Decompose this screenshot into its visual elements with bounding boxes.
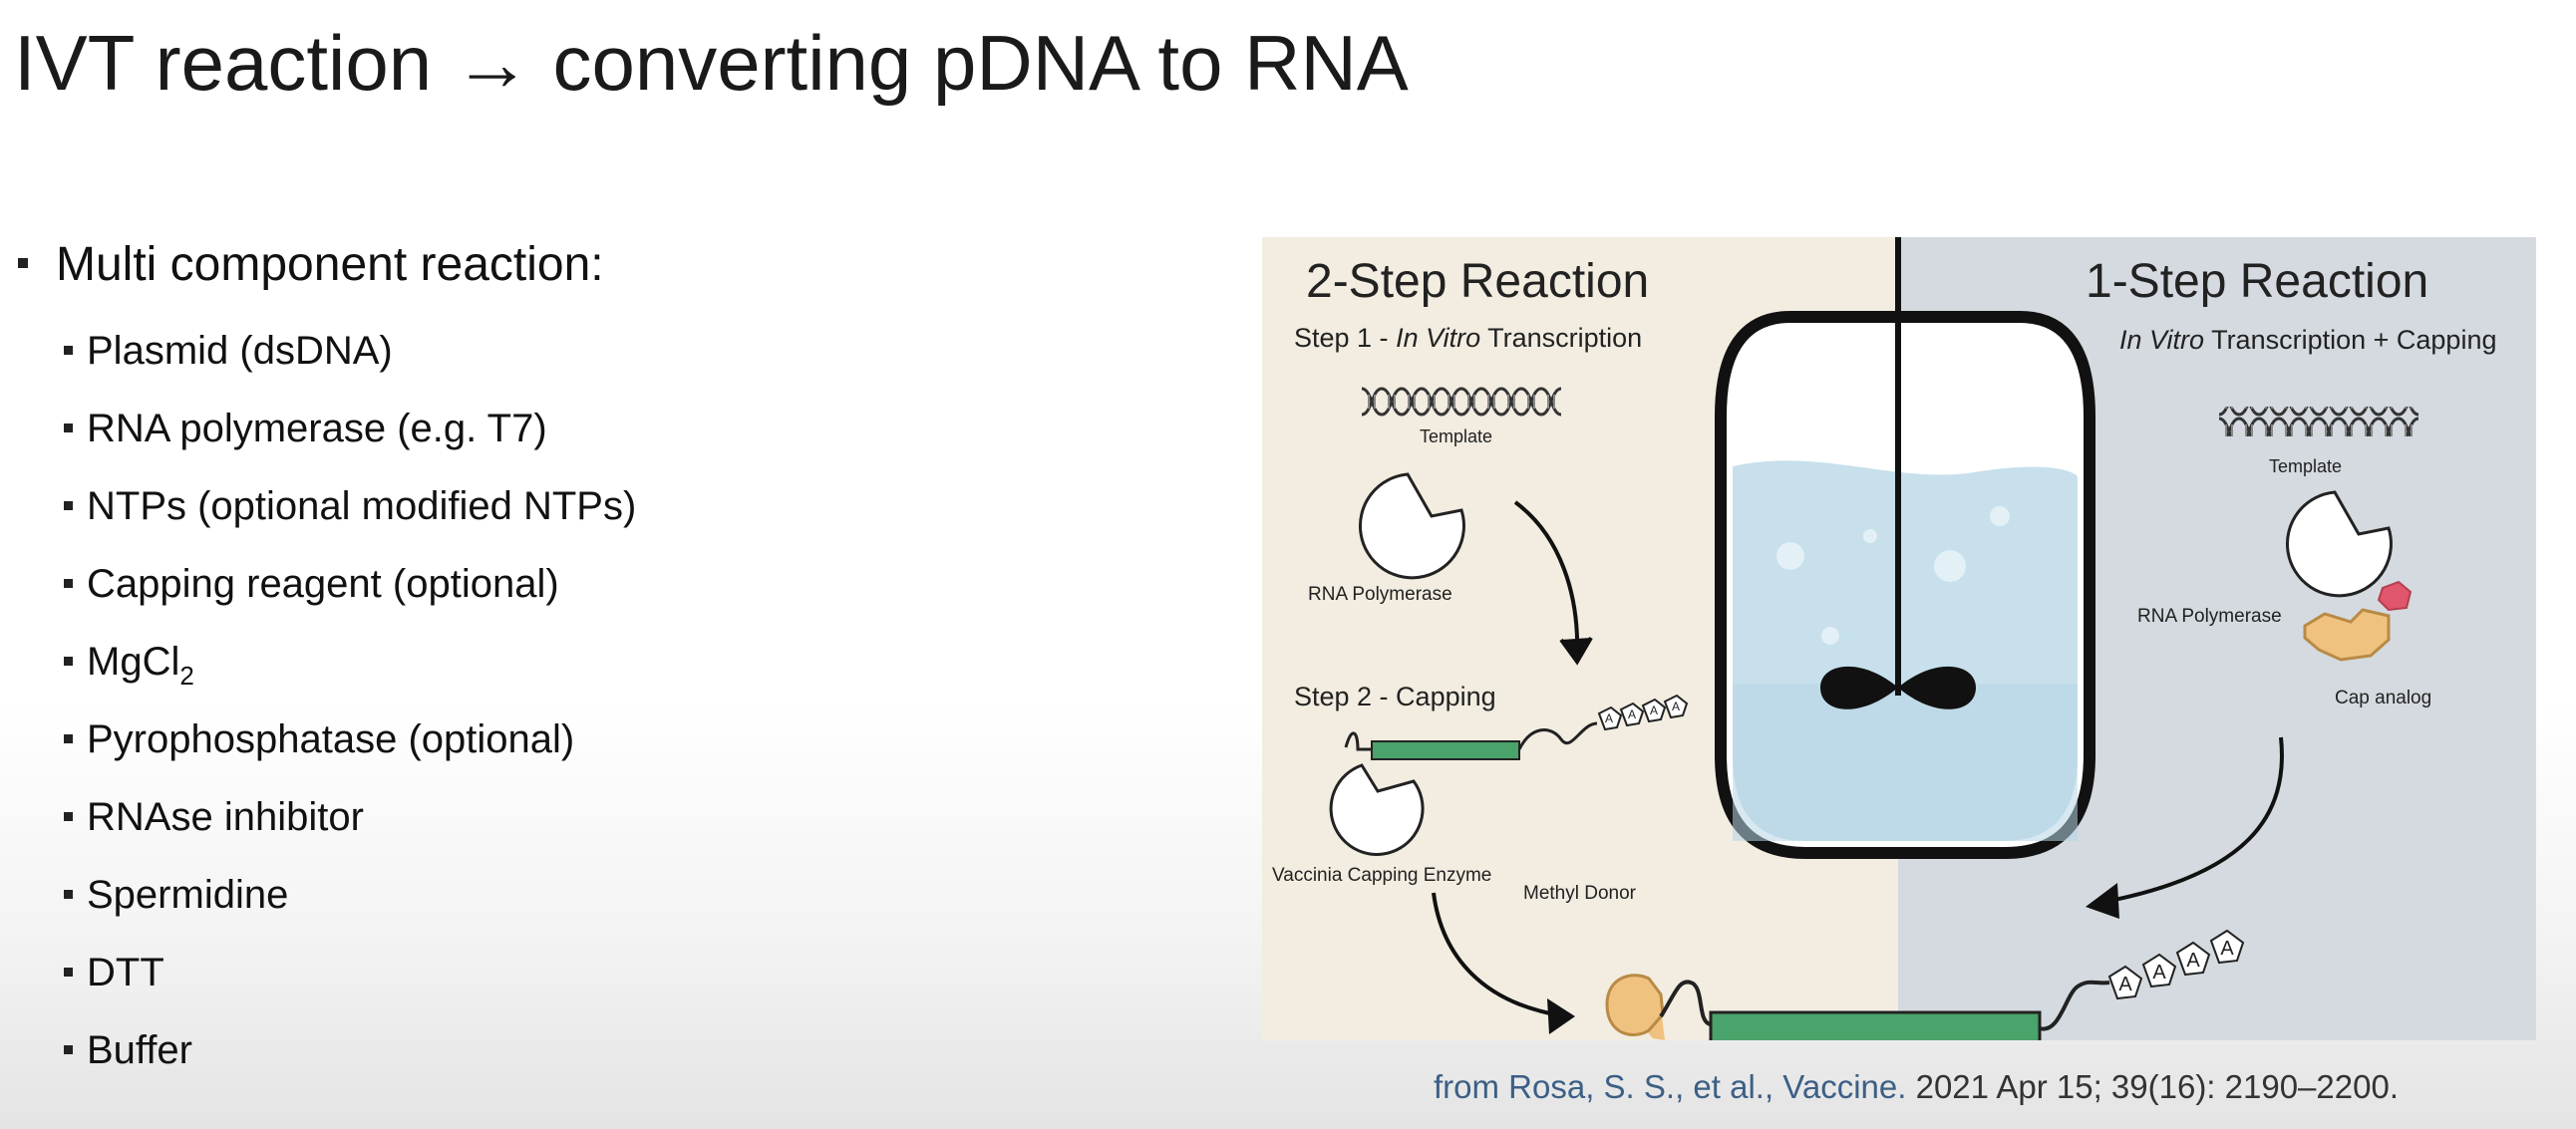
bullet-item-text: Pyrophosphatase (optional) xyxy=(87,717,575,761)
bullet-item: Spermidine xyxy=(64,873,288,918)
citation-details: 2021 Apr 15; 39(16): 2190–2200. xyxy=(1906,1068,2399,1105)
citation-source[interactable]: from Rosa, S. S., et al., Vaccine. xyxy=(1434,1068,1907,1105)
svg-text:A: A xyxy=(1605,711,1613,725)
bullet-item: RNA polymerase (e.g. T7) xyxy=(64,407,547,451)
template-left-label: Template xyxy=(1420,426,1492,446)
right-subtitle: In Vitro Transcription + Capping xyxy=(2119,325,2496,355)
arrow-left-icon xyxy=(2098,736,2284,905)
slide-title: IVT reaction → converting pDNA to RNA xyxy=(14,19,1409,107)
bullet-item: MgCl2 xyxy=(64,640,194,692)
capping-enzyme-icon xyxy=(1329,763,1425,856)
ivt-diagram: 2-Step Reaction 1-Step Reaction Step 1 -… xyxy=(1262,237,2536,1050)
bullet-item-text: Spermidine xyxy=(87,873,289,917)
methyl-donor-label: Methyl Donor xyxy=(1523,883,1637,904)
rna-polymerase-left-icon xyxy=(1358,472,1465,580)
svg-text:A: A xyxy=(1650,704,1658,717)
vaccinia-label: Vaccinia Capping Enzyme xyxy=(1272,865,1491,886)
bullet-item: DTT xyxy=(64,951,164,995)
step2-label: Step 2 - Capping xyxy=(1294,682,1496,711)
dna-template-left-icon xyxy=(1362,387,1561,417)
bullet-square-icon xyxy=(18,258,28,269)
bullet-square-icon xyxy=(64,656,73,666)
bullet-square-icon xyxy=(64,733,73,743)
dna-template-right-icon xyxy=(2219,407,2418,436)
ivt-figure: 2-Step Reaction 1-Step Reaction Step 1 -… xyxy=(1262,237,2536,1050)
mrna-uncapped-icon: A A A A xyxy=(1344,694,1689,760)
bullet-item: RNAse inhibitor xyxy=(64,795,364,840)
bullet-item-text: NTPs (optional modified NTPs) xyxy=(87,484,637,528)
arrow-down-icon xyxy=(1513,500,1580,657)
svg-text:A: A xyxy=(2186,950,2200,972)
bullet-item-text: Buffer xyxy=(87,1028,192,1072)
rna-polymerase-right-label: RNA Polymerase xyxy=(2137,606,2282,627)
bullet-item-text: DTT xyxy=(87,951,164,994)
cap-analog-icon xyxy=(2303,580,2413,662)
bullet-item-text: Capping reagent (optional) xyxy=(87,562,559,606)
bullet-item: Capping reagent (optional) xyxy=(64,562,559,607)
template-right-label: Template xyxy=(2269,456,2342,476)
bullet-item: Buffer xyxy=(64,1028,192,1073)
svg-text:A: A xyxy=(2152,962,2166,984)
right-title: 1-Step Reaction xyxy=(2086,255,2428,308)
rna-polymerase-right-icon xyxy=(2285,490,2393,598)
bullet-square-icon xyxy=(64,423,73,432)
bullet-item: NTPs (optional modified NTPs) xyxy=(64,484,636,529)
citation: from Rosa, S. S., et al., Vaccine. 2021 … xyxy=(1434,1068,2399,1106)
rna-polymerase-left-label: RNA Polymerase xyxy=(1308,584,1452,605)
bullet-main-text: Multi component reaction: xyxy=(56,238,604,291)
bullet-square-icon xyxy=(64,811,73,821)
bullet-item-text: RNAse inhibitor xyxy=(87,795,364,839)
bullet-item: Plasmid (dsDNA) xyxy=(64,329,393,374)
left-title: 2-Step Reaction xyxy=(1306,255,1649,308)
svg-text:A: A xyxy=(2118,974,2132,995)
bullet-item-text: MgCl xyxy=(87,640,180,684)
bullet-square-icon xyxy=(64,889,73,899)
bullet-square-icon xyxy=(64,578,73,588)
bullet-main: Multi component reaction: xyxy=(18,237,604,292)
subscript: 2 xyxy=(179,661,194,691)
svg-text:A: A xyxy=(1672,700,1680,713)
bullet-square-icon xyxy=(64,345,73,355)
arrow-right-icon xyxy=(1432,892,1568,1018)
bullet-item: Pyrophosphatase (optional) xyxy=(64,717,574,762)
bullet-square-icon xyxy=(64,967,73,977)
cap-analog-label: Cap analog xyxy=(2335,688,2431,708)
svg-text:A: A xyxy=(2220,938,2234,960)
reactor-vessel-icon xyxy=(1715,237,2095,859)
svg-text:A: A xyxy=(1628,707,1636,721)
step1-label: Step 1 - In Vitro Transcription xyxy=(1294,323,1642,353)
bullet-square-icon xyxy=(64,1044,73,1054)
bullet-square-icon xyxy=(64,500,73,510)
bullet-item-text: Plasmid (dsDNA) xyxy=(87,329,393,373)
bullet-item-text: RNA polymerase (e.g. T7) xyxy=(87,407,547,450)
